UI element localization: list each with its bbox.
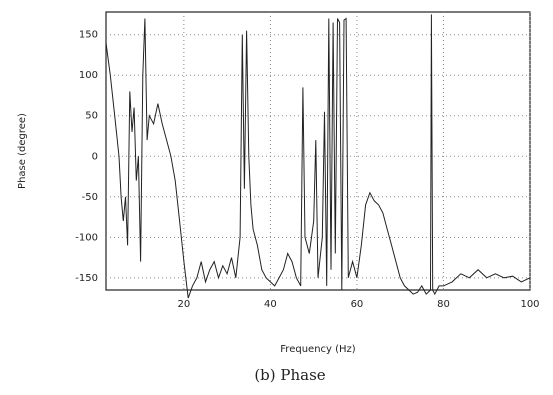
y-tick-label: -100: [75, 232, 98, 243]
x-tick-label: 60: [351, 299, 364, 310]
y-tick-label: 100: [79, 70, 98, 81]
y-tick-label: -150: [75, 273, 98, 284]
y-tick-label: 0: [92, 151, 98, 162]
y-axis-label: Phase (degree): [17, 113, 28, 189]
y-tick-label: -50: [82, 192, 98, 203]
caption: (b) Phase: [254, 366, 325, 384]
x-axis-label: Frequency (Hz): [280, 344, 356, 355]
x-tick-label: 100: [520, 299, 539, 310]
y-tick-label: 50: [85, 111, 98, 122]
x-tick-label: 20: [178, 299, 191, 310]
plot-frame: [105, 11, 531, 291]
data-line: [105, 14, 531, 299]
x-tick-label: 40: [264, 299, 277, 310]
x-tick-label: 80: [437, 299, 450, 310]
y-tick-label: 150: [79, 30, 98, 41]
